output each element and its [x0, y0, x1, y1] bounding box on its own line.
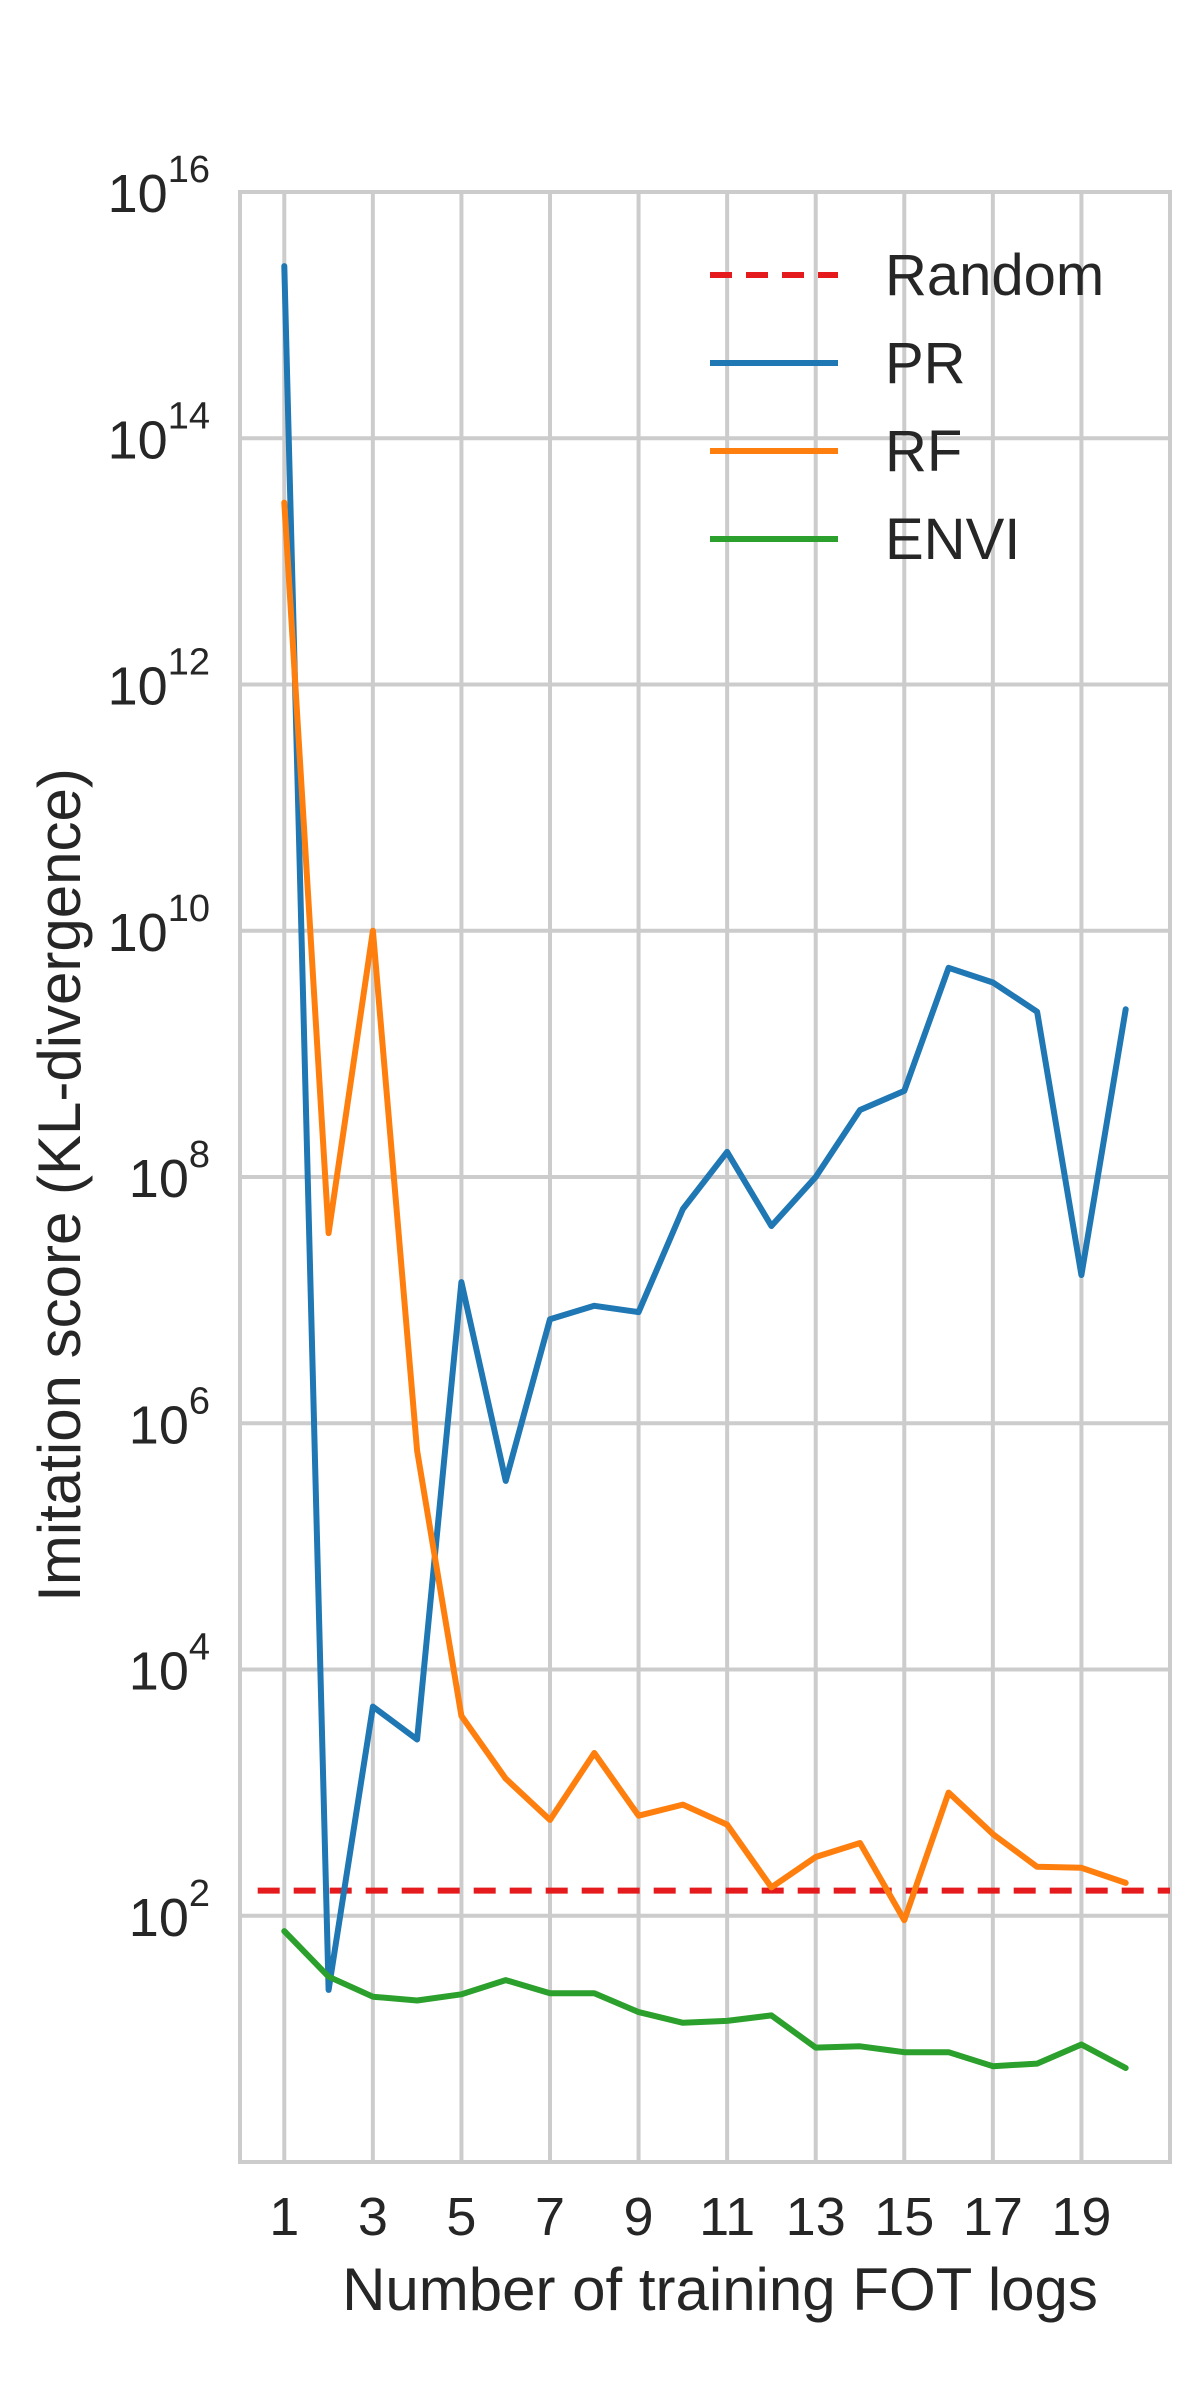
x-tick-labels: 1 3 5 7 9 11 13 15 17 19 [269, 2187, 1111, 2247]
x-tick-label: 5 [446, 2187, 476, 2247]
y-axis-label: Imitation score (KL-divergence) [26, 768, 93, 1602]
legend-label-pr: PR [885, 331, 966, 396]
y-tick-label: 104 [129, 1627, 210, 1702]
legend-label-random: Random [885, 243, 1104, 308]
y-tick-label: 102 [129, 1873, 210, 1948]
y-tick-label: 108 [129, 1134, 210, 1209]
x-tick-label: 15 [874, 2187, 934, 2247]
x-tick-label: 11 [699, 2187, 755, 2247]
y-tick-label: 1014 [108, 395, 210, 470]
y-tick-label: 1016 [108, 149, 210, 224]
x-tick-label: 9 [624, 2187, 654, 2247]
plot-frame [238, 190, 1172, 2164]
series-line-envi [281, 1928, 1129, 2071]
y-tick-label: 1010 [108, 888, 210, 963]
x-tick-label: 17 [963, 2187, 1023, 2247]
x-tick-label: 19 [1051, 2187, 1111, 2247]
x-tick-label: 13 [786, 2187, 846, 2247]
x-tick-label: 3 [358, 2187, 388, 2247]
legend-label-envi: ENVI [885, 507, 1020, 572]
series-line-rf [281, 499, 1129, 1924]
x-tick-label: 1 [269, 2187, 299, 2247]
legend: Random PR RF ENVI [710, 243, 1104, 572]
series-layer [257, 263, 1170, 2071]
x-axis-label: Number of training FOT logs [342, 2256, 1098, 2323]
y-tick-label: 1012 [108, 642, 210, 717]
y-tick-label: 106 [129, 1380, 210, 1455]
x-tick-label: 7 [535, 2187, 565, 2247]
series-line-pr [281, 263, 1129, 1993]
legend-label-rf: RF [885, 419, 962, 484]
y-tick-labels: 102 104 106 108 1010 1012 1014 1016 [108, 149, 210, 1948]
